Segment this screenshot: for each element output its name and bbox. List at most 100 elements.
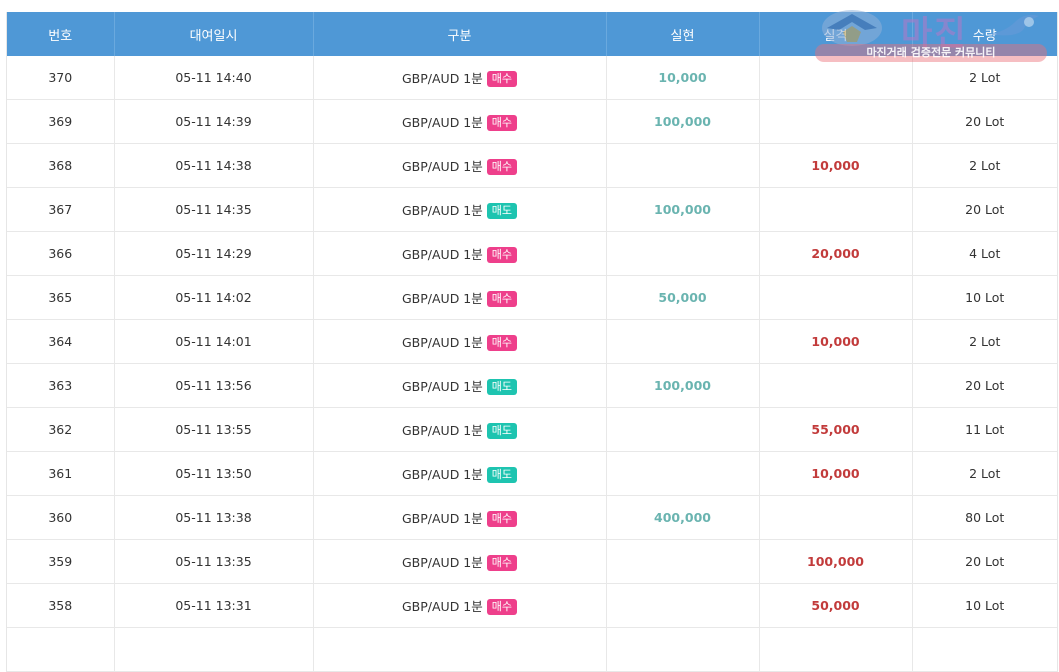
cell-category: GBP/AUD 1분 매도 [313, 407, 607, 452]
buy-badge: 매수 [486, 247, 517, 264]
cell-loss: 10,000 [759, 451, 913, 496]
cell-category: GBP/AUD 1분 매수 [313, 143, 607, 188]
sell-badge: 매도 [486, 423, 517, 440]
buy-badge: 매수 [486, 335, 517, 352]
sell-badge: 매도 [486, 379, 517, 396]
instrument-label: GBP/AUD 1분 [401, 378, 483, 394]
header-profit: 실현 [606, 12, 760, 56]
cell-number: 367 [7, 187, 115, 232]
cell-number: 364 [7, 319, 115, 364]
cell-quantity: 20 Lot [912, 99, 1057, 144]
header-quantity: 수량 [912, 12, 1057, 56]
cell-profit [606, 407, 760, 452]
instrument-label: GBP/AUD 1분 [401, 202, 483, 218]
table-row: 369 05-11 14:39 GBP/AUD 1분 매수 100,000 20 Lot [7, 99, 1057, 144]
cell-category: GBP/AUD 1분 매수 [313, 539, 607, 584]
header-number: 번호 [7, 12, 115, 56]
trade-history-table-container: 번호 대여일시 구분 실현 실격 수량 370 05-11 14:40 GBP/AU… [6, 12, 1058, 672]
table-row [7, 627, 1057, 672]
cell-loss: 10,000 [759, 143, 913, 188]
cell-profit [606, 231, 760, 276]
buy-badge: 매수 [486, 115, 517, 132]
cell-profit [606, 583, 760, 628]
cell-loss: 10,000 [759, 319, 913, 364]
cell-datetime: 05-11 13:56 [114, 363, 314, 408]
buy-badge: 매수 [486, 555, 517, 572]
cell-number: 358 [7, 583, 115, 628]
cell-loss: 100,000 [759, 539, 913, 584]
cell-quantity: 2 Lot [912, 56, 1057, 100]
cell-category: GBP/AUD 1분 매수 [313, 495, 607, 540]
cell-datetime: 05-11 14:38 [114, 143, 314, 188]
table-row: 364 05-11 14:01 GBP/AUD 1분 매수 10,000 2 Lot [7, 319, 1057, 364]
cell-quantity: 20 Lot [912, 187, 1057, 232]
table-row: 370 05-11 14:40 GBP/AUD 1분 매수 10,000 2 Lot [7, 56, 1057, 100]
header-loss: 실격 [759, 12, 913, 56]
instrument-label: GBP/AUD 1분 [401, 554, 483, 570]
instrument-label: GBP/AUD 1분 [401, 290, 483, 306]
cell-datetime [114, 627, 314, 672]
cell-datetime: 05-11 14:35 [114, 187, 314, 232]
cell-category: GBP/AUD 1분 매수 [313, 56, 607, 100]
instrument-label: GBP/AUD 1분 [401, 422, 483, 438]
cell-datetime: 05-11 13:31 [114, 583, 314, 628]
cell-category: GBP/AUD 1분 매수 [313, 319, 607, 364]
header-category: 구분 [313, 12, 607, 56]
instrument-label: GBP/AUD 1분 [401, 70, 483, 86]
cell-number: 365 [7, 275, 115, 320]
cell-quantity: 20 Lot [912, 539, 1057, 584]
cell-loss [759, 187, 913, 232]
cell-quantity: 2 Lot [912, 143, 1057, 188]
cell-category: GBP/AUD 1분 매도 [313, 363, 607, 408]
instrument-label: GBP/AUD 1분 [401, 246, 483, 262]
cell-profit: 100,000 [606, 99, 760, 144]
cell-loss: 50,000 [759, 583, 913, 628]
cell-loss [759, 363, 913, 408]
table-header: 번호 대여일시 구분 실현 실격 수량 [7, 12, 1057, 56]
cell-loss [759, 56, 913, 100]
cell-category: GBP/AUD 1분 매도 [313, 187, 607, 232]
table-row: 366 05-11 14:29 GBP/AUD 1분 매수 20,000 4 Lot [7, 231, 1057, 276]
cell-profit: 50,000 [606, 275, 760, 320]
cell-number: 370 [7, 56, 115, 100]
cell-profit: 400,000 [606, 495, 760, 540]
cell-number: 363 [7, 363, 115, 408]
cell-loss: 55,000 [759, 407, 913, 452]
instrument-label: GBP/AUD 1분 [401, 510, 483, 526]
cell-loss [759, 99, 913, 144]
cell-quantity: 20 Lot [912, 363, 1057, 408]
cell-number: 368 [7, 143, 115, 188]
cell-quantity: 10 Lot [912, 583, 1057, 628]
cell-datetime: 05-11 14:40 [114, 56, 314, 100]
cell-datetime: 05-11 14:29 [114, 231, 314, 276]
cell-datetime: 05-11 14:02 [114, 275, 314, 320]
cell-category: GBP/AUD 1분 매도 [313, 451, 607, 496]
table-row: 361 05-11 13:50 GBP/AUD 1분 매도 10,000 2 Lot [7, 451, 1057, 496]
cell-datetime: 05-11 13:35 [114, 539, 314, 584]
instrument-label: GBP/AUD 1분 [401, 114, 483, 130]
cell-number [7, 627, 115, 672]
buy-badge: 매수 [486, 291, 517, 308]
table-row: 365 05-11 14:02 GBP/AUD 1분 매수 50,000 10 Lot [7, 275, 1057, 320]
cell-category: GBP/AUD 1분 매수 [313, 99, 607, 144]
table-row: 358 05-11 13:31 GBP/AUD 1분 매수 50,000 10 Lot [7, 583, 1057, 628]
cell-datetime: 05-11 14:01 [114, 319, 314, 364]
cell-loss: 20,000 [759, 231, 913, 276]
table-row: 362 05-11 13:55 GBP/AUD 1분 매도 55,000 11 Lot [7, 407, 1057, 452]
cell-profit [606, 143, 760, 188]
cell-number: 366 [7, 231, 115, 276]
cell-profit: 100,000 [606, 187, 760, 232]
cell-category [313, 627, 607, 672]
cell-profit [606, 539, 760, 584]
header-datetime: 대여일시 [114, 12, 314, 56]
cell-quantity: 2 Lot [912, 319, 1057, 364]
cell-datetime: 05-11 14:39 [114, 99, 314, 144]
trade-history-table: 번호 대여일시 구분 실현 실격 수량 370 05-11 14:40 GBP/AU… [7, 12, 1057, 672]
instrument-label: GBP/AUD 1분 [401, 598, 483, 614]
cell-number: 362 [7, 407, 115, 452]
cell-quantity: 2 Lot [912, 451, 1057, 496]
instrument-label: GBP/AUD 1분 [401, 158, 483, 174]
cell-number: 360 [7, 495, 115, 540]
cell-quantity: 4 Lot [912, 231, 1057, 276]
cell-quantity [912, 627, 1057, 672]
